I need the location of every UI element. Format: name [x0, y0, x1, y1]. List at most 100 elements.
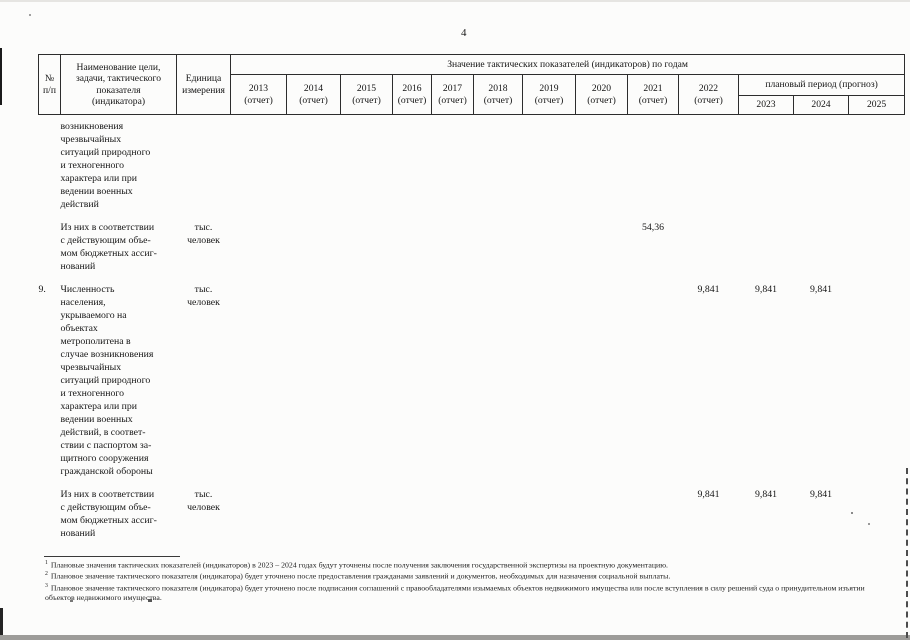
year-report-suffix: (отчет) — [587, 94, 616, 106]
col-header-unit: Единица измерения — [176, 54, 231, 115]
footnote-separator — [44, 556, 180, 557]
cell-value-2013 — [231, 115, 287, 212]
year-label: 2017 — [442, 83, 463, 94]
scan-mark-left-lower — [0, 608, 3, 640]
row-name: Из них в соответствии с действующим объе… — [60, 222, 157, 272]
year-label: 2015 — [356, 83, 377, 94]
cell-value-2021 — [628, 273, 679, 478]
row-name: возникновения чрезвычайных ситуаций прир… — [60, 121, 151, 210]
year-label: 2019 — [539, 83, 559, 94]
row-number — [39, 478, 61, 540]
year-report-suffix: (отчет) — [299, 94, 328, 106]
year-report-suffix: (отчет) — [534, 94, 564, 106]
cell-value-2022 — [679, 211, 739, 273]
year-label: 2013 — [248, 83, 269, 94]
cell-value-2021: 54,36 — [641, 222, 665, 233]
cell-value-2016 — [393, 478, 432, 540]
year-header-2021: 2021 (отчет) — [627, 74, 679, 115]
page-number: 4 — [461, 27, 467, 39]
footnote-marker: 1 — [45, 560, 48, 566]
table-header: № п/п Наименование цели, задачи, тактиче… — [38, 54, 906, 115]
footnotes-list: 1 Плановые значения тактических показате… — [38, 559, 888, 603]
year-report-suffix: (отчет) — [694, 94, 723, 106]
row-number — [39, 211, 61, 273]
year-label: 2022 — [698, 83, 719, 94]
cell-value-2023: 9,841 — [754, 489, 778, 500]
cell-value-2017 — [432, 273, 474, 478]
cell-value-2015 — [341, 115, 393, 212]
cell-value-2019 — [523, 211, 576, 273]
plan-year-header-2025: 2025 — [847, 95, 906, 115]
scan-edge-top — [0, 0, 910, 2]
year-report-suffix: (отчет) — [438, 94, 467, 106]
footnote: 2 Плановое значение тактического показат… — [45, 571, 671, 581]
table-row: Из них в соответствии с действующим объе… — [39, 478, 905, 540]
scan-speck — [29, 14, 31, 16]
cell-value-2025 — [849, 478, 905, 540]
scan-speck — [851, 512, 853, 514]
cell-value-2022 — [679, 115, 739, 212]
col-header-values-title: Значение тактических показателей (индика… — [229, 54, 906, 75]
scan-dashed-line-right — [906, 468, 908, 638]
year-header-2017: 2017 (отчет) — [431, 74, 474, 115]
footnote-marker: 2 — [45, 571, 48, 578]
year-header-2014: 2014 (отчет) — [286, 74, 341, 115]
cell-value-2025 — [849, 115, 905, 212]
table-body: возникновения чрезвычайных ситуаций прир… — [39, 115, 905, 541]
year-header-2015: 2015 (отчет) — [340, 74, 393, 115]
scan-edge-bottom — [0, 635, 910, 640]
cell-value-2014 — [287, 211, 341, 273]
cell-value-2023 — [739, 115, 794, 212]
year-label: 2014 — [303, 83, 324, 94]
cell-value-2020 — [576, 211, 628, 273]
cell-value-2019 — [523, 273, 576, 478]
cell-value-2020 — [576, 115, 628, 212]
cell-value-2013 — [231, 273, 287, 478]
year-header-2018: 2018 (отчет) — [473, 74, 523, 115]
cell-value-2016 — [393, 115, 432, 212]
year-report-suffix: (отчет) — [397, 94, 427, 106]
cell-value-2018 — [474, 273, 523, 478]
cell-value-2020 — [576, 273, 628, 478]
row-unit: тыс. человек — [187, 489, 220, 513]
cell-value-2017 — [432, 211, 474, 273]
row-name: Из них в соответствии с действующим объе… — [60, 489, 157, 539]
table-row: 9. Численность населения, укрываемого на … — [39, 273, 905, 478]
footnote: 1 Плановые значения тактических показате… — [45, 560, 669, 570]
row-unit — [177, 115, 231, 212]
cell-value-2024: 9,841 — [809, 489, 833, 500]
cell-value-2024 — [794, 115, 849, 212]
scan-speck — [70, 600, 73, 602]
year-header-2013: 2013 (отчет) — [230, 74, 287, 115]
cell-value-2022: 9,841 — [697, 489, 720, 500]
footnotes-section: 1 Плановые значения тактических показате… — [38, 556, 888, 603]
row-number — [39, 115, 61, 212]
cell-value-2014 — [287, 273, 341, 478]
year-report-suffix: (отчет) — [638, 94, 668, 106]
year-label: 2020 — [591, 83, 612, 94]
col-header-name: Наименование цели, задачи, тактического … — [60, 54, 177, 115]
indicators-table: № п/п Наименование цели, задачи, тактиче… — [38, 54, 906, 541]
cell-value-2016 — [393, 273, 432, 478]
cell-value-2013 — [231, 478, 287, 540]
scan-mark-left-upper — [0, 48, 2, 105]
cell-value-2023: 9,841 — [754, 284, 778, 295]
year-label: 2021 — [643, 83, 663, 94]
cell-value-2022: 9,841 — [697, 284, 720, 295]
cell-value-2019 — [523, 478, 576, 540]
col-header-num: № п/п — [38, 54, 61, 115]
cell-value-2016 — [393, 211, 432, 273]
table-row: возникновения чрезвычайных ситуаций прир… — [39, 115, 905, 212]
year-report-suffix: (отчет) — [483, 94, 513, 106]
year-label: 2018 — [488, 83, 508, 94]
cell-value-2015 — [341, 478, 393, 540]
cell-value-2025 — [849, 273, 905, 478]
plan-year-header-2023: 2023 — [738, 95, 794, 115]
footnote: 3 Плановое значение тактического показат… — [45, 582, 865, 603]
cell-value-2014 — [287, 478, 341, 540]
footnote-marker: 3 — [45, 582, 48, 589]
year-report-suffix: (отчет) — [352, 94, 381, 106]
cell-value-2015 — [341, 211, 393, 273]
plan-year-header-2024: 2024 — [793, 95, 849, 115]
